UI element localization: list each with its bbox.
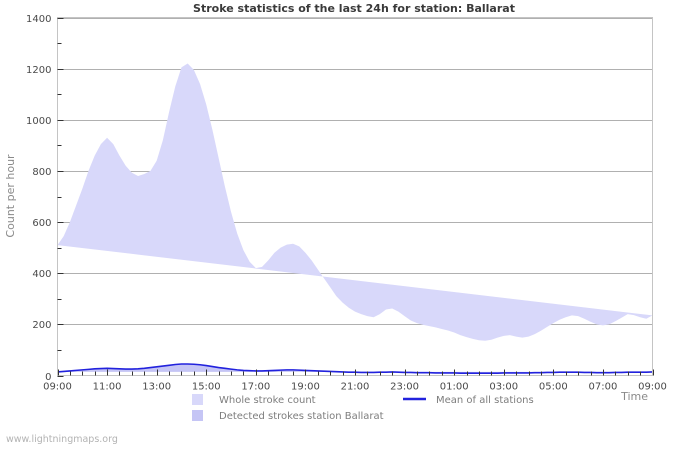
x-tick-label: 03:00 (489, 382, 518, 393)
x-tick-label: 13:00 (142, 382, 171, 393)
legend-swatch-whole-stroke-count (192, 394, 203, 405)
x-tick-label: 07:00 (589, 382, 618, 393)
x-axis-title: Time (620, 390, 648, 403)
x-tick-label: 01:00 (440, 382, 469, 393)
legend-swatch-detected-strokes-station-ballarat (192, 410, 203, 421)
x-tick-label: 17:00 (241, 382, 270, 393)
y-tick-label: 600 (32, 218, 51, 229)
x-tick-label: 05:00 (539, 382, 568, 393)
y-tick-label: 400 (32, 269, 51, 280)
y-axis-ticks: 0 200 400 600 800 1000 1200 1400 (26, 14, 64, 383)
y-tick-label: 1200 (26, 65, 51, 76)
chart-title: Stroke statistics of the last 24h for st… (193, 2, 515, 15)
x-tick-label: 15:00 (192, 382, 221, 393)
area-whole-stroke-count (57, 63, 653, 341)
legend-label-mean-of-all-stations: Mean of all stations (436, 395, 534, 406)
chart-legend: Whole stroke count Mean of all stations De… (192, 394, 534, 422)
x-tick-label: 23:00 (390, 382, 419, 393)
y-tick-label: 800 (32, 167, 51, 178)
x-tick-label: 09:00 (43, 382, 72, 393)
x-tick-label: 09:00 (638, 382, 667, 393)
y-axis-title: Count per hour (4, 154, 17, 238)
x-tick-label: 21:00 (341, 382, 370, 393)
legend-label-whole-stroke-count: Whole stroke count (219, 395, 316, 406)
watermark-label: www.lightningmaps.org (6, 434, 118, 445)
x-axis-ticks: 09:00 11:00 13:00 15:00 17:00 19:00 21:00 23:00… (43, 369, 667, 393)
x-tick-label: 11:00 (93, 382, 122, 393)
y-tick-label: 0 (45, 372, 51, 383)
y-tick-label: 1400 (26, 14, 51, 25)
x-tick-label: 19:00 (291, 382, 320, 393)
y-tick-label: 1000 (26, 116, 51, 127)
y-tick-label: 200 (32, 320, 51, 331)
legend-label-detected-strokes-station-ballarat: Detected strokes station Ballarat (219, 411, 384, 422)
